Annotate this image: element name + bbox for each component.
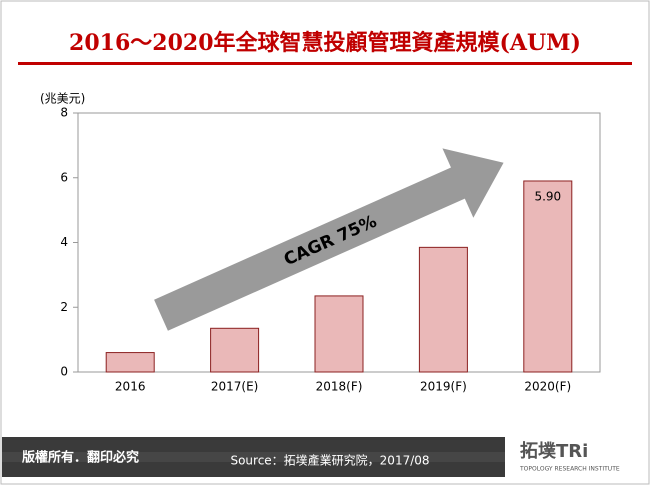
copyright: 版權所有．翻印必究 <box>22 450 139 466</box>
x-tick-label: 2018(F) <box>316 380 363 394</box>
x-tick-label: 2020(F) <box>524 380 571 394</box>
logo-sub: TOPOLOGY RESEARCH INSTITUTE <box>519 466 620 473</box>
bar <box>105 352 155 373</box>
y-tick-label: 8 <box>60 106 68 120</box>
x-tick-label: 2019(F) <box>420 380 467 394</box>
value-label: 5.90 <box>534 189 561 203</box>
bar <box>418 246 468 373</box>
footer-strip <box>2 452 648 462</box>
x-tick-label: 2017(E) <box>211 380 258 394</box>
source: Source：拓墣產業研究院，2017/08 <box>230 453 429 468</box>
logo-box <box>505 437 648 477</box>
y-axis-label: (兆美元) <box>40 92 85 106</box>
y-tick-label: 6 <box>60 170 68 184</box>
logo: 拓墣TRi <box>520 440 588 462</box>
arrow-shape <box>154 148 504 331</box>
title-rule <box>18 62 632 65</box>
x-tick-label: 2016 <box>115 380 146 394</box>
bar <box>523 180 573 373</box>
chart-title: 2016～2020年全球智慧投顧管理資產規模(AUM) <box>69 30 581 56</box>
y-tick-label: 4 <box>60 235 68 249</box>
y-tick-label: 2 <box>60 300 68 314</box>
bar <box>314 295 364 373</box>
bar <box>210 327 260 373</box>
y-tick-label: 0 <box>60 365 68 379</box>
